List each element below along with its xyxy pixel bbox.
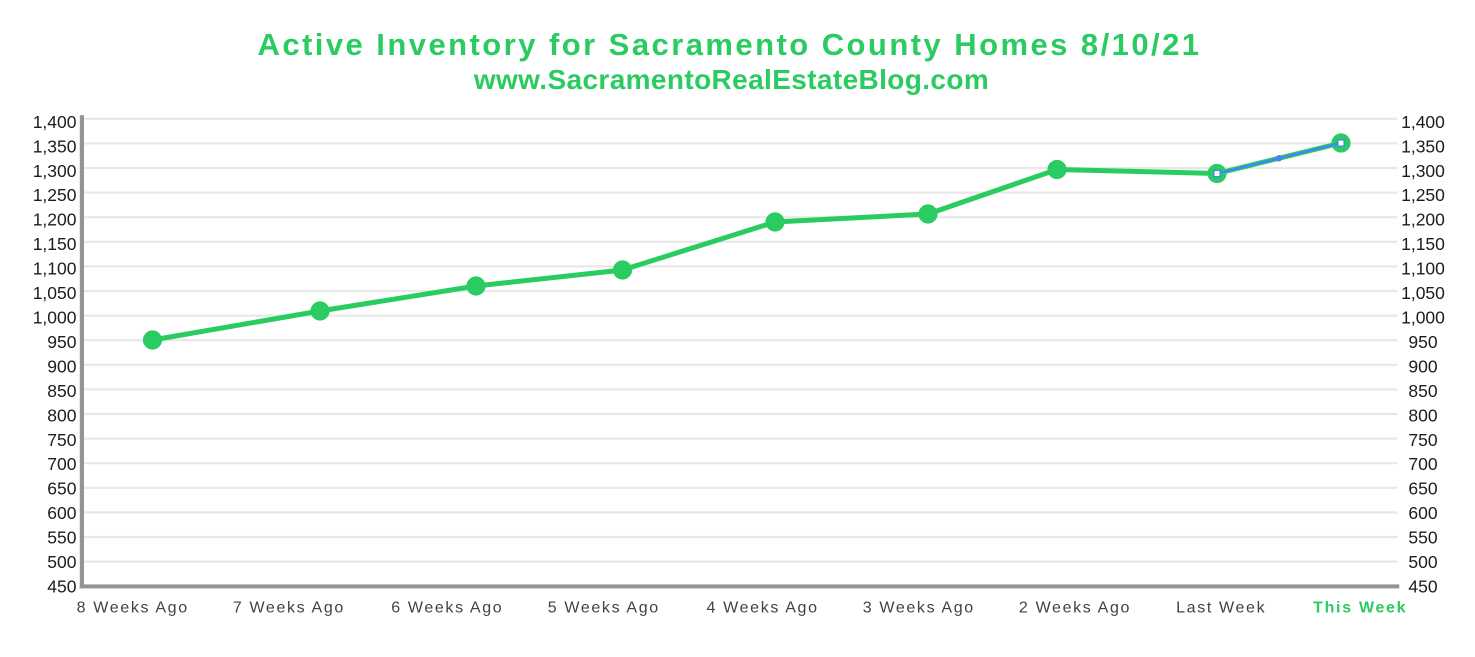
svg-text:www.SacramentoRealEstateBlog.c: www.SacramentoRealEstateBlog.com bbox=[473, 64, 989, 95]
svg-text:1,000: 1,000 bbox=[33, 308, 77, 328]
svg-text:700: 700 bbox=[1408, 454, 1437, 474]
svg-text:Active Inventory for Sacrament: Active Inventory for Sacramento County H… bbox=[258, 27, 1202, 62]
svg-text:1,150: 1,150 bbox=[1401, 234, 1445, 254]
svg-text:This Week: This Week bbox=[1313, 599, 1407, 616]
svg-text:4 Weeks Ago: 4 Weeks Ago bbox=[707, 599, 819, 616]
svg-text:3 Weeks Ago: 3 Weeks Ago bbox=[863, 599, 975, 616]
svg-text:5 Weeks Ago: 5 Weeks Ago bbox=[548, 599, 660, 616]
svg-text:650: 650 bbox=[47, 479, 76, 499]
svg-text:1,100: 1,100 bbox=[33, 259, 77, 279]
svg-text:7 Weeks Ago: 7 Weeks Ago bbox=[233, 599, 345, 616]
svg-text:1,000: 1,000 bbox=[1401, 308, 1445, 328]
svg-text:900: 900 bbox=[47, 356, 76, 376]
svg-text:8 Weeks Ago: 8 Weeks Ago bbox=[77, 599, 189, 616]
svg-text:1,100: 1,100 bbox=[1401, 259, 1445, 279]
svg-text:1,050: 1,050 bbox=[33, 283, 77, 303]
svg-text:800: 800 bbox=[1408, 405, 1437, 425]
svg-text:6 Weeks Ago: 6 Weeks Ago bbox=[391, 599, 503, 616]
svg-text:700: 700 bbox=[47, 454, 76, 474]
svg-text:1,300: 1,300 bbox=[1401, 161, 1445, 181]
svg-text:550: 550 bbox=[47, 528, 76, 548]
svg-text:450: 450 bbox=[1408, 577, 1437, 597]
svg-text:550: 550 bbox=[1408, 528, 1437, 548]
svg-text:850: 850 bbox=[47, 381, 76, 401]
svg-text:1,400: 1,400 bbox=[1401, 112, 1445, 132]
svg-text:1,250: 1,250 bbox=[1401, 185, 1445, 205]
svg-text:1,400: 1,400 bbox=[33, 112, 77, 132]
svg-text:1,200: 1,200 bbox=[33, 210, 77, 230]
svg-text:750: 750 bbox=[47, 430, 76, 450]
svg-text:900: 900 bbox=[1408, 356, 1437, 376]
svg-text:Last Week: Last Week bbox=[1176, 599, 1266, 616]
svg-text:450: 450 bbox=[47, 577, 76, 597]
svg-text:1,200: 1,200 bbox=[1401, 210, 1445, 230]
svg-text:1,050: 1,050 bbox=[1401, 283, 1445, 303]
svg-text:1,350: 1,350 bbox=[1401, 136, 1445, 156]
svg-text:800: 800 bbox=[47, 405, 76, 425]
svg-text:500: 500 bbox=[47, 552, 76, 572]
svg-text:750: 750 bbox=[1408, 430, 1437, 450]
svg-text:2 Weeks Ago: 2 Weeks Ago bbox=[1019, 599, 1131, 616]
svg-text:1,150: 1,150 bbox=[33, 234, 77, 254]
svg-text:950: 950 bbox=[1408, 332, 1437, 352]
svg-text:600: 600 bbox=[1408, 503, 1437, 523]
svg-text:1,250: 1,250 bbox=[33, 185, 77, 205]
svg-text:600: 600 bbox=[47, 503, 76, 523]
svg-text:1,350: 1,350 bbox=[33, 136, 77, 156]
svg-text:500: 500 bbox=[1408, 552, 1437, 572]
svg-text:950: 950 bbox=[47, 332, 76, 352]
svg-text:650: 650 bbox=[1408, 479, 1437, 499]
svg-text:850: 850 bbox=[1408, 381, 1437, 401]
svg-text:1,300: 1,300 bbox=[33, 161, 77, 181]
